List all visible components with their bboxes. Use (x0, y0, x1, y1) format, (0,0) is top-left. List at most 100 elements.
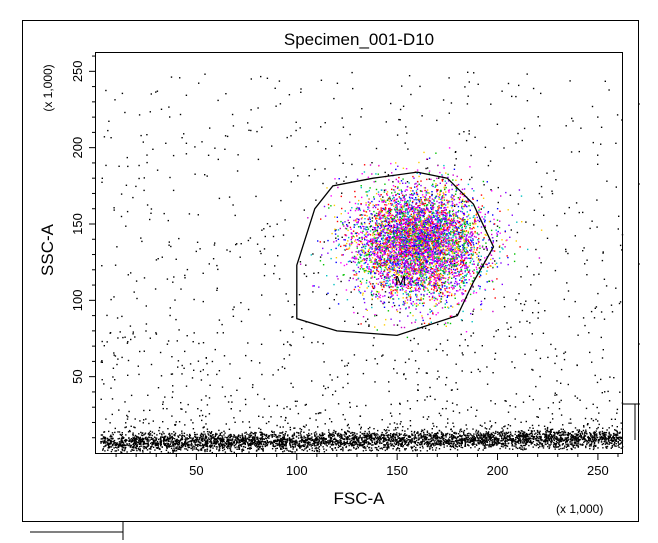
event-dot (174, 432, 177, 434)
event-dot (186, 434, 188, 436)
event-dot (386, 442, 388, 445)
event-dot (152, 446, 155, 448)
event-dot (525, 221, 527, 223)
event-dot (442, 433, 444, 435)
event-dot (588, 445, 591, 447)
event-dot (593, 442, 596, 444)
event-dot (527, 429, 530, 431)
event-dot (309, 434, 311, 437)
event-dot (340, 441, 342, 443)
event-dot (482, 439, 484, 442)
event-dot (265, 422, 268, 425)
event-dot (105, 89, 107, 92)
event-dot (126, 418, 129, 420)
event-dot (270, 442, 272, 445)
event-dot (212, 447, 214, 449)
event-dot (370, 433, 373, 435)
event-dot (577, 433, 579, 436)
event-dot (621, 441, 623, 443)
event-dot (407, 445, 409, 447)
event-dot (233, 436, 235, 438)
event-dot (512, 435, 514, 437)
event-dot (142, 438, 145, 441)
event-dot (224, 148, 226, 150)
plot-area[interactable] (95, 52, 623, 454)
event-dot (387, 174, 390, 176)
event-dot (113, 296, 115, 298)
event-dot (480, 433, 483, 435)
event-dot (491, 439, 493, 441)
event-dot (574, 427, 577, 429)
event-dot (355, 448, 357, 450)
event-dot (251, 436, 254, 439)
event-dot (374, 446, 376, 449)
event-dot (510, 229, 512, 231)
event-dot (483, 248, 485, 250)
event-dot (366, 257, 368, 260)
event-dot (154, 449, 156, 451)
event-dot (155, 333, 158, 335)
event-dot (476, 444, 478, 446)
event-dot (346, 436, 348, 438)
event-dot (363, 432, 365, 435)
event-dot (597, 154, 599, 156)
event-dot (535, 436, 538, 438)
event-dot (285, 443, 287, 445)
event-dot (143, 350, 145, 352)
event-dot (272, 445, 275, 448)
event-dot (152, 440, 155, 442)
event-dot (296, 440, 298, 443)
event-dot (431, 447, 433, 449)
event-dot (264, 445, 266, 448)
event-dot (469, 441, 471, 443)
event-dot (315, 435, 317, 437)
event-dot (459, 435, 461, 437)
event-dot (195, 448, 197, 450)
event-dot (265, 438, 268, 440)
event-dot (473, 440, 475, 442)
event-dot (521, 441, 524, 443)
event-dot (121, 448, 123, 450)
event-dot (140, 441, 142, 444)
event-dot (130, 444, 132, 446)
event-dot (201, 141, 203, 143)
event-dot (497, 443, 499, 445)
event-dot (120, 440, 122, 442)
event-dot (599, 431, 601, 433)
event-dot (218, 437, 221, 440)
event-dot (112, 440, 114, 443)
event-dot (489, 435, 492, 437)
event-dot (589, 438, 592, 440)
event-dot (185, 153, 188, 155)
event-dot (289, 440, 292, 443)
event-dot (430, 438, 432, 440)
event-dot (266, 223, 269, 225)
event-dot (204, 443, 206, 445)
event-dot (590, 418, 593, 420)
event-dot (403, 215, 405, 217)
event-dot (587, 439, 590, 442)
event-dot (190, 447, 192, 450)
event-dot (434, 444, 437, 446)
event-dot (570, 436, 572, 438)
event-dot (400, 433, 402, 435)
event-dot (278, 442, 281, 444)
event-dot (303, 435, 305, 437)
event-dot (471, 436, 474, 439)
event-dot (555, 436, 557, 438)
event-dot (534, 433, 536, 435)
event-dot (102, 449, 104, 451)
event-dot (595, 434, 597, 436)
event-dot (486, 444, 488, 446)
event-dot (115, 444, 118, 446)
event-dot (596, 199, 598, 201)
event-dot (169, 314, 171, 317)
event-dot (344, 435, 346, 437)
event-dot (621, 402, 624, 404)
event-dot (315, 413, 317, 415)
event-dot (430, 435, 432, 437)
event-dot (605, 442, 607, 444)
event-dot (526, 435, 529, 438)
event-dot (428, 434, 431, 436)
event-dot (282, 440, 284, 442)
